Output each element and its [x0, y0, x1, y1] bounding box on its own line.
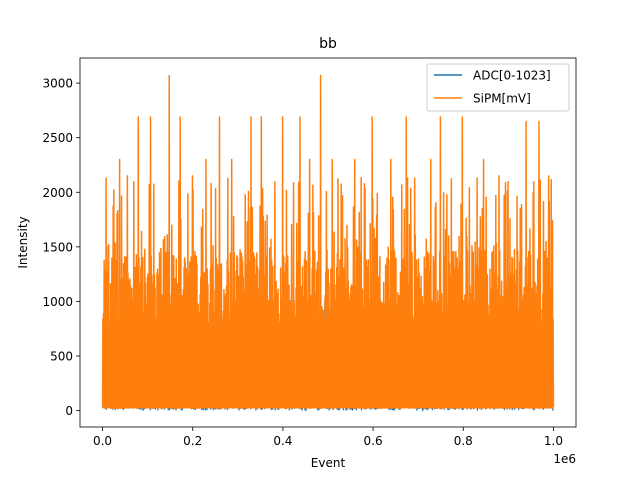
- plot-frame: [79, 57, 577, 428]
- legend-box: [426, 63, 570, 112]
- x-tick-label: 0.4: [273, 434, 292, 448]
- x-axis: 0.0 0.2 0.4 0.6 0.8 1.0: [93, 427, 563, 448]
- y-tick-label: 0: [65, 404, 73, 418]
- y-tick-label: 1000: [42, 295, 73, 309]
- series-layer: [101, 74, 555, 413]
- x-tick-label: 0.2: [183, 434, 202, 448]
- y-tick-label: 500: [50, 350, 73, 364]
- x-axis-label: Event: [311, 456, 346, 470]
- legend-label-sipm: SiPM[mV]: [473, 92, 531, 106]
- chart-title: bb: [319, 36, 337, 52]
- x-axis-offset-label: 1e6: [553, 452, 576, 466]
- series-band-sipm: [102, 321, 554, 409]
- y-tick-label: 3000: [42, 77, 73, 91]
- x-tick-label: 0.8: [454, 434, 473, 448]
- y-axis-label: Intensity: [16, 216, 30, 268]
- legend: ADC[0-1023] SiPM[mV]: [426, 63, 570, 112]
- y-axis: 0 500 1000 1500 2000 2500 3000: [42, 77, 80, 418]
- y-tick-label: 2500: [42, 131, 73, 145]
- y-tick-label: 1500: [42, 240, 73, 254]
- x-tick-label: 0.0: [93, 434, 112, 448]
- x-tick-label: 1.0: [544, 434, 563, 448]
- legend-label-adc: ADC[0-1023]: [473, 69, 551, 83]
- x-tick-label: 0.6: [364, 434, 383, 448]
- y-tick-label: 2000: [42, 186, 73, 200]
